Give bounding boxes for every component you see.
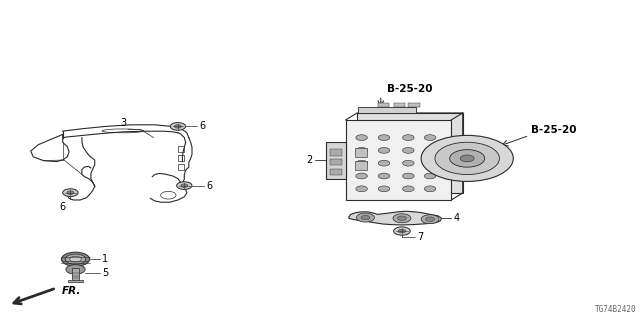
Circle shape [70, 256, 81, 262]
Circle shape [61, 252, 90, 266]
Circle shape [66, 265, 85, 274]
Bar [357, 113, 463, 193]
Text: 2: 2 [306, 155, 312, 165]
Bar [330, 149, 342, 156]
Circle shape [361, 215, 370, 220]
Circle shape [424, 148, 436, 153]
Circle shape [435, 142, 499, 174]
Circle shape [378, 148, 390, 153]
Circle shape [450, 150, 484, 167]
Circle shape [424, 173, 436, 179]
Bar [178, 155, 184, 161]
Circle shape [63, 189, 78, 196]
Text: 1: 1 [102, 254, 109, 264]
Circle shape [175, 125, 181, 128]
Circle shape [403, 160, 414, 166]
Circle shape [393, 214, 411, 223]
Circle shape [356, 213, 374, 222]
Bar [358, 107, 416, 113]
Circle shape [181, 184, 188, 187]
Circle shape [356, 148, 367, 153]
Text: B-25-20: B-25-20 [387, 84, 433, 94]
Circle shape [65, 254, 86, 264]
Bar [178, 164, 184, 170]
Bar [326, 142, 346, 179]
Text: 7: 7 [417, 232, 424, 243]
Bar [330, 169, 342, 175]
Circle shape [460, 155, 474, 162]
Circle shape [424, 135, 436, 140]
Text: FR.: FR. [61, 285, 81, 296]
Bar [178, 146, 184, 152]
Text: 6: 6 [60, 202, 66, 212]
Text: TG74B2420: TG74B2420 [595, 305, 637, 314]
Circle shape [398, 229, 406, 233]
Bar [394, 103, 405, 107]
Circle shape [67, 191, 74, 194]
Text: 6: 6 [200, 121, 206, 132]
Text: 6: 6 [206, 180, 212, 191]
Circle shape [421, 135, 513, 181]
Bar [346, 120, 451, 200]
Circle shape [426, 217, 435, 221]
Circle shape [378, 135, 390, 140]
Bar [355, 161, 367, 170]
Circle shape [394, 227, 410, 235]
Circle shape [177, 182, 192, 189]
Circle shape [397, 216, 406, 220]
Bar [330, 159, 342, 165]
Bar [378, 103, 389, 107]
Bar [68, 280, 83, 282]
Circle shape [378, 160, 390, 166]
Text: 3: 3 [120, 118, 126, 128]
Polygon shape [349, 211, 442, 225]
Circle shape [356, 160, 367, 166]
Circle shape [424, 160, 436, 166]
Circle shape [378, 173, 390, 179]
Circle shape [403, 148, 414, 153]
Circle shape [170, 123, 186, 130]
Circle shape [403, 173, 414, 179]
Text: 4: 4 [453, 213, 460, 223]
Circle shape [403, 135, 414, 140]
Bar [355, 148, 367, 157]
Bar [408, 103, 420, 107]
Circle shape [424, 186, 436, 192]
Circle shape [356, 173, 367, 179]
Circle shape [378, 186, 390, 192]
Circle shape [356, 186, 367, 192]
Circle shape [356, 135, 367, 140]
Text: B-25-20: B-25-20 [531, 125, 576, 135]
Text: 5: 5 [102, 268, 109, 278]
Bar [72, 268, 79, 281]
Circle shape [403, 186, 414, 192]
Circle shape [421, 215, 439, 224]
